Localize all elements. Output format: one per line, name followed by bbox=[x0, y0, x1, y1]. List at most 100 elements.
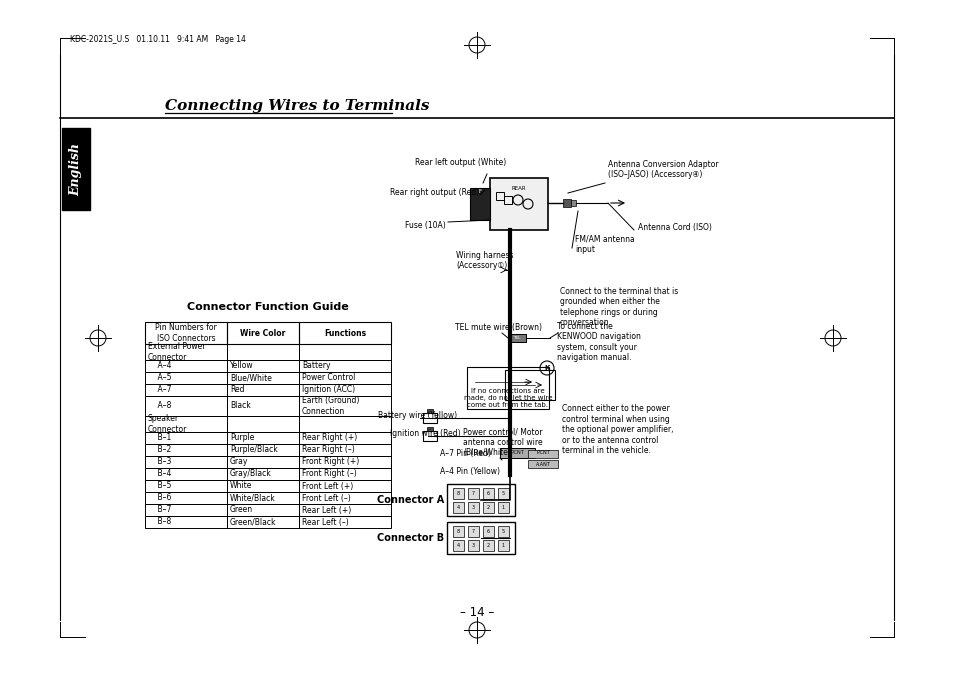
Bar bbox=[482, 502, 494, 513]
Bar bbox=[427, 409, 433, 413]
Bar bbox=[145, 432, 227, 444]
Bar bbox=[497, 488, 509, 499]
Text: Front Right (–): Front Right (–) bbox=[302, 470, 356, 479]
Bar bbox=[468, 488, 478, 499]
Bar bbox=[482, 526, 494, 537]
Bar bbox=[504, 370, 555, 400]
Text: 6: 6 bbox=[486, 529, 490, 534]
Text: Pin Numbers for
ISO Connectors: Pin Numbers for ISO Connectors bbox=[155, 323, 216, 343]
Bar bbox=[453, 526, 463, 537]
Bar bbox=[298, 416, 391, 432]
Text: Connect to the terminal that is
grounded when either the
telephone rings or duri: Connect to the terminal that is grounded… bbox=[559, 287, 678, 327]
Text: A–7 Pin (Red): A–7 Pin (Red) bbox=[439, 449, 491, 458]
Bar bbox=[145, 504, 227, 516]
Bar bbox=[499, 448, 535, 458]
Text: Battery wire (Yellow): Battery wire (Yellow) bbox=[377, 411, 456, 420]
Bar bbox=[482, 540, 494, 551]
Bar bbox=[145, 344, 227, 360]
Bar bbox=[298, 322, 391, 344]
Text: Front Right (+): Front Right (+) bbox=[302, 458, 359, 466]
Bar bbox=[227, 492, 298, 504]
Text: Fuse (10A): Fuse (10A) bbox=[405, 221, 445, 230]
Text: Front Left (–): Front Left (–) bbox=[302, 493, 351, 502]
Text: Earth (Ground)
Connection: Earth (Ground) Connection bbox=[302, 396, 359, 416]
Text: Front Left (+): Front Left (+) bbox=[302, 481, 353, 491]
Bar bbox=[145, 492, 227, 504]
Bar bbox=[145, 444, 227, 456]
Text: Green/Black: Green/Black bbox=[230, 518, 276, 526]
Text: 2: 2 bbox=[486, 505, 490, 510]
Text: 6: 6 bbox=[486, 491, 490, 496]
Text: P.CNT: P.CNT bbox=[536, 450, 549, 456]
Bar bbox=[527, 460, 558, 468]
Bar bbox=[507, 334, 525, 342]
Bar bbox=[145, 516, 227, 528]
Text: Ignition wire (Red): Ignition wire (Red) bbox=[390, 429, 460, 438]
Text: Antenna Conversion Adaptor
(ISO–JASO) (Accessory④): Antenna Conversion Adaptor (ISO–JASO) (A… bbox=[607, 159, 718, 179]
Text: Power Control: Power Control bbox=[302, 373, 355, 383]
Text: B–7: B–7 bbox=[148, 506, 172, 514]
Text: Rear right output (Red): Rear right output (Red) bbox=[390, 188, 478, 197]
Text: 3: 3 bbox=[472, 543, 475, 548]
Bar bbox=[298, 384, 391, 396]
Bar bbox=[497, 526, 509, 537]
Bar bbox=[298, 492, 391, 504]
Bar bbox=[298, 516, 391, 528]
Text: 3: 3 bbox=[472, 505, 475, 510]
Text: Blue/White: Blue/White bbox=[230, 373, 272, 383]
Bar bbox=[227, 468, 298, 480]
Text: Power control/ Motor
antenna control wire
(Blue/White): Power control/ Motor antenna control wir… bbox=[462, 427, 542, 457]
Bar bbox=[453, 540, 463, 551]
Bar bbox=[227, 432, 298, 444]
Text: 7: 7 bbox=[472, 529, 475, 534]
Text: FM/AM antenna
input: FM/AM antenna input bbox=[575, 235, 634, 254]
Text: Purple/Black: Purple/Black bbox=[230, 446, 277, 454]
Text: B–8: B–8 bbox=[148, 518, 172, 526]
Text: If no connections are
made, do not let the wire
come out from the tab.: If no connections are made, do not let t… bbox=[463, 388, 552, 408]
Text: Rear left output (White): Rear left output (White) bbox=[415, 158, 506, 167]
Bar bbox=[145, 468, 227, 480]
Text: To connect the
KENWOOD navigation
system, consult your
navigation manual.: To connect the KENWOOD navigation system… bbox=[557, 322, 640, 362]
Text: A–4 Pin (Yellow): A–4 Pin (Yellow) bbox=[439, 467, 499, 476]
Bar bbox=[298, 468, 391, 480]
Bar bbox=[422, 431, 436, 441]
Bar bbox=[503, 196, 512, 204]
Bar bbox=[227, 480, 298, 492]
Text: Black: Black bbox=[230, 402, 251, 410]
Text: Yellow: Yellow bbox=[230, 362, 253, 371]
Text: 7: 7 bbox=[472, 491, 475, 496]
Bar bbox=[496, 192, 503, 200]
Text: REAR: REAR bbox=[511, 186, 526, 191]
Text: B–1: B–1 bbox=[148, 433, 172, 443]
Bar bbox=[468, 526, 478, 537]
Bar bbox=[527, 450, 558, 458]
Text: 1: 1 bbox=[501, 505, 504, 510]
Text: External Power
Connector: External Power Connector bbox=[148, 342, 205, 362]
Text: Ignition (ACC): Ignition (ACC) bbox=[302, 385, 355, 394]
Bar bbox=[467, 367, 548, 409]
Bar bbox=[227, 344, 298, 360]
Bar bbox=[227, 360, 298, 372]
Text: – 14 –: – 14 – bbox=[459, 607, 494, 620]
Text: 4: 4 bbox=[456, 543, 459, 548]
Bar bbox=[145, 322, 227, 344]
Bar bbox=[298, 504, 391, 516]
Text: 1: 1 bbox=[501, 543, 504, 548]
Text: B–3: B–3 bbox=[148, 458, 172, 466]
Bar bbox=[227, 322, 298, 344]
Text: 8: 8 bbox=[456, 529, 459, 534]
Text: Wire Color: Wire Color bbox=[240, 329, 285, 338]
Text: Rear Left (–): Rear Left (–) bbox=[302, 518, 349, 526]
Text: P.CNT: P.CNT bbox=[510, 450, 523, 456]
Text: Connector Function Guide: Connector Function Guide bbox=[187, 302, 349, 312]
Text: Functions: Functions bbox=[324, 329, 366, 338]
Bar bbox=[227, 504, 298, 516]
Text: 2: 2 bbox=[486, 543, 490, 548]
Text: Red: Red bbox=[230, 385, 244, 394]
Text: Battery: Battery bbox=[302, 362, 330, 371]
Text: B–2: B–2 bbox=[148, 446, 172, 454]
Bar bbox=[422, 413, 436, 423]
Bar bbox=[145, 456, 227, 468]
Text: Antenna Cord (ISO): Antenna Cord (ISO) bbox=[638, 223, 711, 232]
Text: Connect either to the power
control terminal when using
the optional power ampli: Connect either to the power control term… bbox=[561, 404, 673, 455]
